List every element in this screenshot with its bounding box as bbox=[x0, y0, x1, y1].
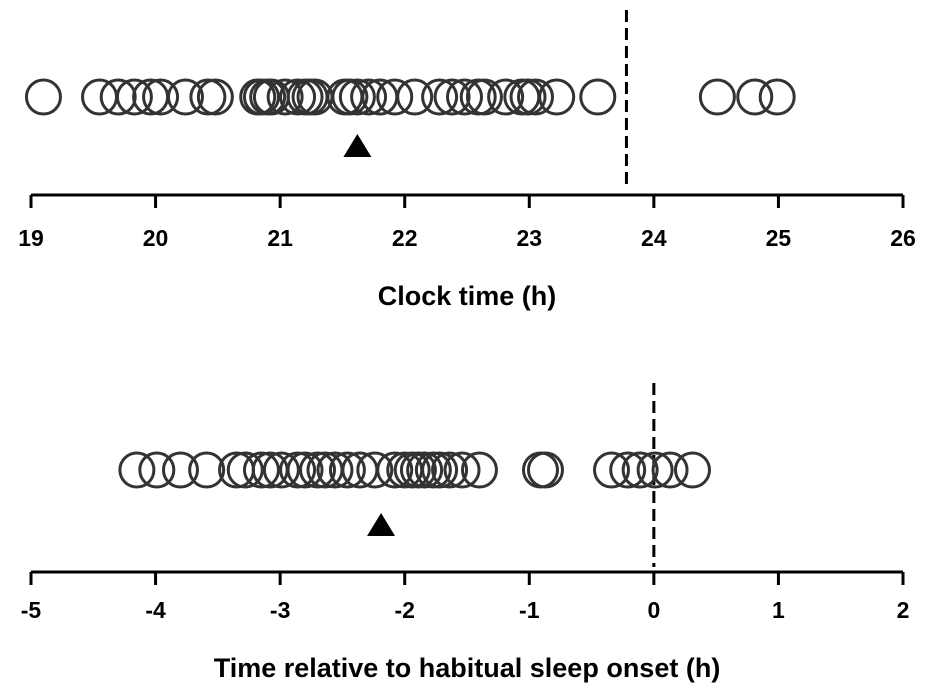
data-point bbox=[460, 451, 498, 489]
data-point bbox=[609, 451, 647, 489]
x-tick-label: -5 bbox=[21, 597, 42, 623]
x-tick-label: -2 bbox=[394, 597, 414, 623]
x-axis-label: Time relative to habitual sleep onset (h… bbox=[214, 653, 721, 683]
data-point bbox=[636, 451, 674, 489]
data-point bbox=[262, 451, 300, 489]
data-point bbox=[673, 451, 711, 489]
data-point bbox=[226, 451, 264, 489]
data-point bbox=[431, 451, 469, 489]
data-point bbox=[446, 78, 484, 116]
data-point bbox=[115, 78, 153, 116]
data-point bbox=[188, 451, 226, 489]
data-point bbox=[517, 78, 555, 116]
data-point bbox=[166, 78, 204, 116]
data-point bbox=[338, 78, 376, 116]
data-point bbox=[396, 78, 434, 116]
data-point bbox=[142, 78, 180, 116]
x-tick-label: 19 bbox=[18, 225, 44, 251]
data-point bbox=[266, 78, 304, 116]
data-point bbox=[161, 451, 199, 489]
data-point bbox=[356, 451, 394, 489]
data-point bbox=[376, 78, 414, 116]
data-point bbox=[487, 78, 525, 116]
x-tick-label: 20 bbox=[143, 225, 169, 251]
data-point bbox=[698, 78, 736, 116]
data-point bbox=[138, 451, 176, 489]
data-point bbox=[279, 78, 317, 116]
x-tick-label: 1 bbox=[772, 597, 785, 623]
data-point bbox=[331, 78, 369, 116]
data-point bbox=[286, 451, 324, 489]
data-point bbox=[465, 78, 503, 116]
x-axis-label: Clock time (h) bbox=[378, 281, 557, 311]
x-tick-label: 23 bbox=[516, 225, 542, 251]
data-point bbox=[593, 451, 631, 489]
data-point bbox=[376, 451, 414, 489]
mean-marker bbox=[367, 513, 396, 536]
data-point bbox=[433, 78, 471, 116]
x-tick-label: 22 bbox=[392, 225, 418, 251]
data-point bbox=[526, 451, 564, 489]
data-point bbox=[81, 78, 119, 116]
x-tick-label: -1 bbox=[519, 597, 540, 623]
data-point bbox=[24, 78, 62, 116]
data-point bbox=[509, 78, 547, 116]
data-point bbox=[538, 78, 576, 116]
data-point bbox=[736, 78, 774, 116]
data-point bbox=[316, 451, 354, 489]
data-point bbox=[189, 78, 227, 116]
mean-marker bbox=[343, 134, 372, 157]
data-point bbox=[99, 78, 137, 116]
data-point bbox=[118, 451, 156, 489]
x-tick-label: 0 bbox=[647, 597, 660, 623]
data-point bbox=[421, 451, 459, 489]
x-tick-label: 25 bbox=[766, 225, 792, 251]
data-point bbox=[279, 451, 317, 489]
x-tick-label: -3 bbox=[270, 597, 290, 623]
data-point bbox=[196, 78, 234, 116]
data-point bbox=[328, 451, 366, 489]
x-tick-label: 2 bbox=[897, 597, 910, 623]
data-point bbox=[299, 451, 337, 489]
data-point bbox=[758, 78, 796, 116]
data-point bbox=[421, 78, 459, 116]
x-tick-label: 26 bbox=[890, 225, 916, 251]
data-point bbox=[579, 78, 617, 116]
data-point bbox=[406, 451, 444, 489]
data-point bbox=[443, 451, 481, 489]
data-point bbox=[621, 451, 659, 489]
data-point bbox=[651, 451, 689, 489]
x-tick-label: 21 bbox=[267, 225, 293, 251]
x-tick-label: -4 bbox=[145, 597, 166, 623]
data-point bbox=[350, 78, 388, 116]
x-tick-label: 24 bbox=[641, 225, 667, 251]
data-point bbox=[242, 451, 280, 489]
